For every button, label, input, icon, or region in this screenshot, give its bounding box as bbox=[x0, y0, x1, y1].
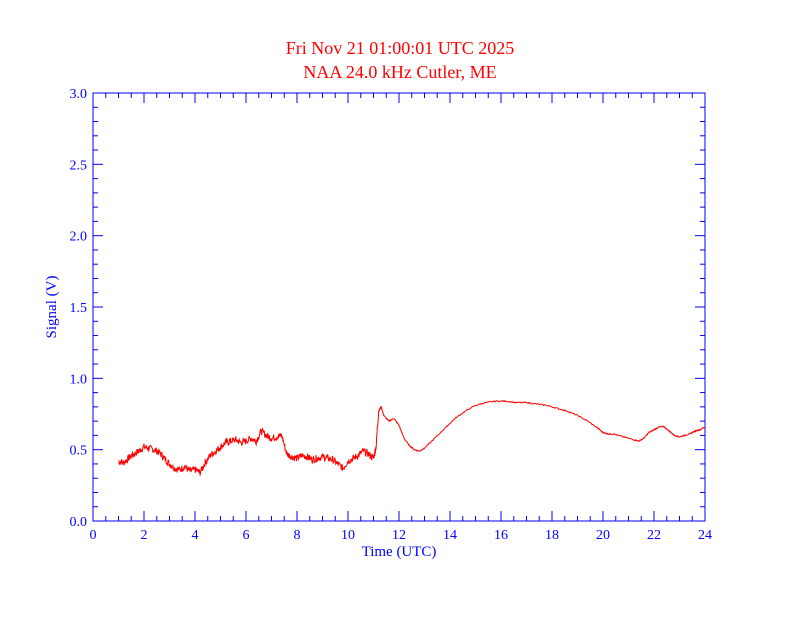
signal-series-line bbox=[118, 399, 706, 476]
x-tick-label: 0 bbox=[90, 528, 97, 543]
x-tick-labels: 0 2 4 6 8 10 12 14 16 18 20 22 24 bbox=[90, 528, 713, 543]
y-tick-label: 2.5 bbox=[70, 158, 88, 173]
x-tick-label: 22 bbox=[647, 528, 661, 543]
x-tick-label: 18 bbox=[545, 528, 559, 543]
x-axis-label: Time (UTC) bbox=[362, 544, 437, 560]
chart-subtitle: NAA 24.0 kHz Cutler, ME bbox=[303, 62, 496, 82]
x-tick-label: 10 bbox=[341, 528, 355, 543]
y-tick-labels: 0.0 0.5 1.0 1.5 2.0 2.5 3.0 bbox=[70, 87, 88, 530]
y-tick-label: 3.0 bbox=[70, 87, 88, 102]
x-tick-label: 8 bbox=[294, 528, 301, 543]
x-tick-label: 14 bbox=[443, 528, 457, 543]
x-tick-label: 16 bbox=[494, 528, 508, 543]
y-tick-label: 1.0 bbox=[70, 372, 88, 387]
plot-area-frame bbox=[92, 92, 706, 522]
tick-layer bbox=[92, 92, 706, 522]
y-axis-label: Signal (V) bbox=[44, 276, 60, 339]
chart-title: Fri Nov 21 01:00:01 UTC 2025 bbox=[286, 38, 515, 58]
x-tick-label: 6 bbox=[243, 528, 250, 543]
x-tick-label: 20 bbox=[596, 528, 610, 543]
y-tick-label: 1.5 bbox=[70, 301, 88, 316]
x-tick-label: 24 bbox=[698, 528, 712, 543]
x-tick-label: 4 bbox=[192, 528, 199, 543]
y-tick-label: 2.0 bbox=[70, 230, 88, 245]
x-tick-label: 2 bbox=[141, 528, 148, 543]
x-tick-label: 12 bbox=[392, 528, 406, 543]
y-tick-label: 0.5 bbox=[70, 444, 88, 459]
y-tick-label: 0.0 bbox=[70, 515, 88, 530]
